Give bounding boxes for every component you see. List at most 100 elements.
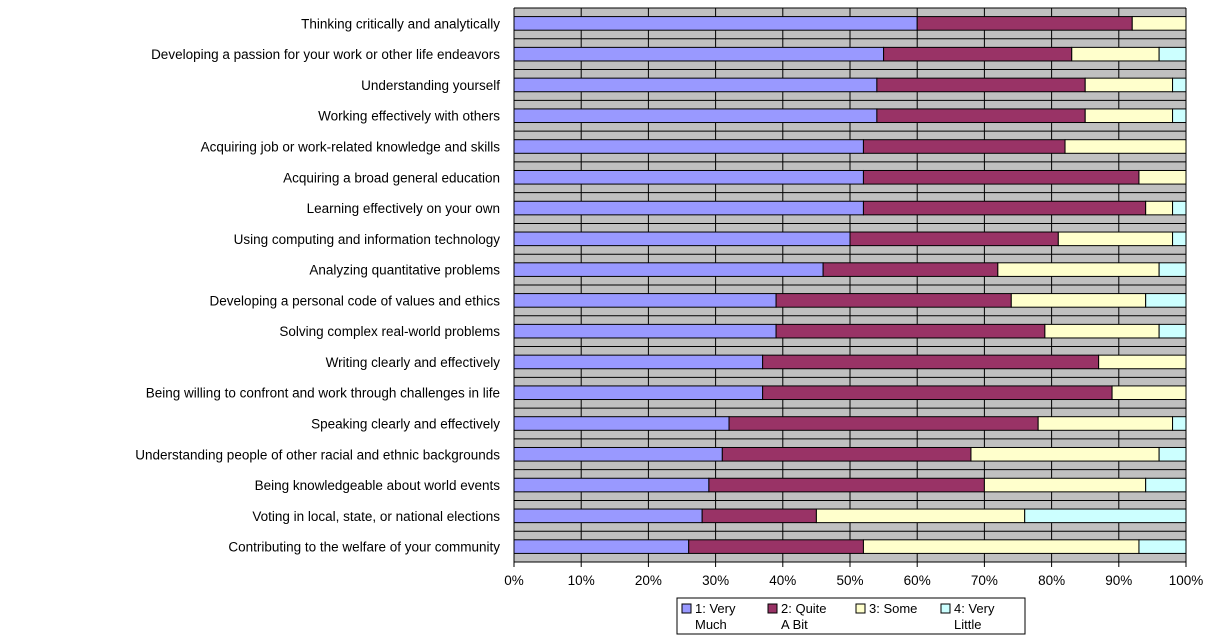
category-label: Acquiring job or work-related knowledge … xyxy=(201,140,501,155)
legend-swatch xyxy=(681,603,692,614)
bar-segment xyxy=(701,508,817,524)
legend-label-line2: Much xyxy=(695,617,727,632)
x-tick-label: 60% xyxy=(904,573,931,588)
legend-label: 1: Very xyxy=(695,601,736,616)
x-tick-label: 30% xyxy=(702,573,729,588)
legend-box xyxy=(676,597,1026,635)
bar-segment xyxy=(1084,108,1174,124)
bar-segment xyxy=(862,539,1140,554)
category-label: Solving complex real-world problems xyxy=(279,324,500,339)
bar-segment xyxy=(1158,323,1187,339)
bar-segment xyxy=(849,231,1059,247)
bar-segment xyxy=(883,46,1073,62)
bar-segment xyxy=(862,200,1147,216)
bar-segment xyxy=(916,16,1133,31)
bar-segment xyxy=(1131,16,1187,31)
bar-segment xyxy=(775,323,1046,339)
category-label: Using computing and information technolo… xyxy=(234,232,501,247)
bar-segment xyxy=(876,77,1086,93)
legend-label: 2: Quite xyxy=(781,601,827,616)
category-labels: Thinking critically and analytically Deve… xyxy=(135,16,500,554)
legend-swatch xyxy=(940,603,951,614)
bar-segment xyxy=(513,354,764,370)
bar-segment xyxy=(1044,323,1160,339)
x-tick-label: 10% xyxy=(568,573,595,588)
bar-segment xyxy=(775,293,1012,308)
category-label: Developing a personal code of values and… xyxy=(210,293,501,308)
category-label: Acquiring a broad general education xyxy=(283,170,500,185)
bar-segment xyxy=(513,262,824,277)
bar-segment xyxy=(862,169,1140,185)
legend-swatch xyxy=(855,603,866,614)
bar-segment xyxy=(815,508,1026,524)
category-label: Contributing to the welfare of your comm… xyxy=(228,540,500,555)
legend-swatch xyxy=(767,603,778,614)
bar-segment xyxy=(876,108,1086,124)
x-tick-label: 100% xyxy=(1169,573,1204,588)
x-tick-label: 70% xyxy=(971,573,998,588)
bar-segment xyxy=(513,508,703,524)
x-tick-label: 50% xyxy=(836,573,863,588)
bar-segment xyxy=(1158,262,1187,277)
category-label: Developing a passion for your work or ot… xyxy=(151,47,500,62)
bar-segment xyxy=(721,446,972,462)
bar-segment xyxy=(1172,108,1187,124)
category-label: Learning effectively on your own xyxy=(307,201,500,216)
bar-segment xyxy=(1010,293,1147,308)
bar-segment xyxy=(1071,46,1160,62)
bar-segment xyxy=(513,77,878,93)
category-label: Understanding yourself xyxy=(361,78,500,93)
bar-segment xyxy=(1145,477,1187,493)
bar-segment xyxy=(983,477,1147,493)
bar-segment xyxy=(513,446,723,462)
bar-segment xyxy=(822,262,999,277)
x-tick-label: 40% xyxy=(769,573,796,588)
bar-segment xyxy=(1064,139,1187,154)
bar-segment xyxy=(1037,416,1174,431)
x-tick-label: 20% xyxy=(635,573,662,588)
bar-segment xyxy=(1145,200,1174,216)
bar-segment xyxy=(513,169,864,185)
legend-label: 4: Very xyxy=(954,601,995,616)
bar-segment xyxy=(762,385,1113,401)
bar-segment xyxy=(1172,231,1187,247)
legend-label-line2: A Bit xyxy=(781,617,808,632)
bar-segment xyxy=(513,416,730,431)
bar-segment xyxy=(688,539,864,554)
bar-segment xyxy=(728,416,1039,431)
bar-segment xyxy=(1084,77,1174,93)
gridlines xyxy=(513,7,1187,563)
bar-segment xyxy=(1172,416,1187,431)
bar-segment xyxy=(513,46,885,62)
bar-segment xyxy=(513,139,864,154)
bar-segment xyxy=(1138,169,1187,185)
bar-segment xyxy=(1111,385,1187,401)
bar-segment xyxy=(862,139,1066,154)
category-label: Voting in local, state, or national elec… xyxy=(252,509,500,524)
x-tick-label: 90% xyxy=(1105,573,1132,588)
bar-segment xyxy=(997,262,1160,277)
legend-label-line2: Little xyxy=(954,617,981,632)
bar-segment xyxy=(513,477,710,493)
bar-segment xyxy=(762,354,1100,370)
bar-segment xyxy=(1145,293,1187,308)
bar-segment xyxy=(513,16,918,31)
category-label: Being knowledgeable about world events xyxy=(255,478,501,493)
category-label: Being willing to confront and work throu… xyxy=(146,386,500,401)
bar-segment xyxy=(1138,539,1187,554)
bar-segment xyxy=(1172,200,1187,216)
bar-segment xyxy=(1098,354,1187,370)
bar-segment xyxy=(513,323,777,339)
category-label: Working effectively with others xyxy=(318,109,500,124)
x-axis: 0% 10% 20% 30% 40% 50% 60% 70% 80% 90% 100% xyxy=(504,8,1203,588)
bar-segment xyxy=(1172,77,1187,93)
x-tick-label: 80% xyxy=(1038,573,1065,588)
legend-label: 3: Some xyxy=(869,601,917,616)
bar-segment xyxy=(513,539,690,554)
bar-segment xyxy=(513,200,864,216)
category-label: Thinking critically and analytically xyxy=(301,16,500,31)
bar-segment xyxy=(708,477,985,493)
bar-segment xyxy=(513,231,851,247)
